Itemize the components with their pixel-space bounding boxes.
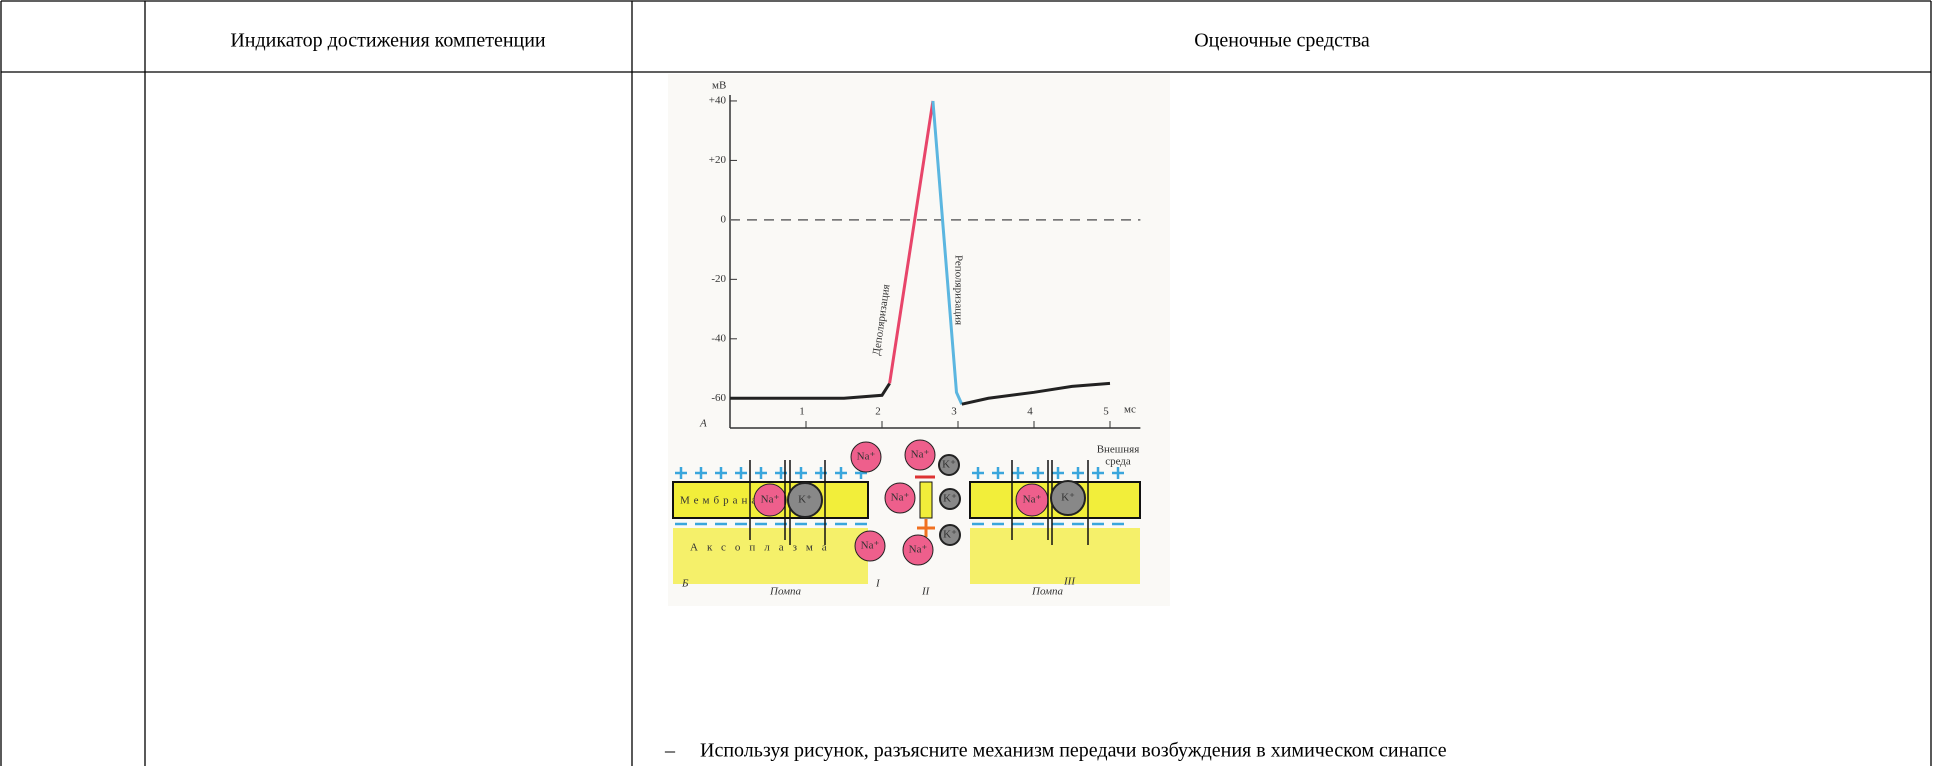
pump-arrow [1047, 460, 1089, 545]
ion-label: Na⁺ [1023, 494, 1042, 506]
bullet: – [664, 740, 676, 762]
plus-sign [755, 467, 767, 479]
ion-label: K⁺ [943, 529, 957, 541]
x-unit: мс [1124, 404, 1136, 416]
membrane-label: Мембрана [680, 495, 760, 507]
plus-sign [735, 467, 747, 479]
potential-curve [730, 382, 891, 400]
pump-arrow [784, 460, 826, 545]
x-tick-label: 2 [875, 406, 881, 418]
pump-label: Помпа [1031, 586, 1064, 598]
figure-bg [668, 74, 1170, 606]
task-text: Используя рисунок, разъясните механизм п… [700, 740, 1447, 762]
plus-sign [972, 467, 984, 479]
potential-curve [961, 381, 1111, 406]
ion [938, 454, 960, 476]
plus-sign [1112, 467, 1124, 479]
panel-label: А [699, 418, 707, 430]
plus-sign [1072, 467, 1084, 479]
ion-label: Na⁺ [857, 451, 876, 463]
y-tick-label: -40 [711, 332, 726, 344]
header: Оценочные средства [1194, 30, 1370, 52]
plus-sign [1032, 467, 1044, 479]
y-tick-label: -20 [711, 273, 726, 285]
plus-sign [715, 467, 727, 479]
ion [939, 488, 961, 510]
plus-sign [1092, 467, 1104, 479]
section-label: II [921, 586, 931, 598]
ion-label: Na⁺ [861, 540, 880, 552]
section-label: III [1063, 576, 1076, 588]
section-label: I [875, 578, 881, 590]
ion [884, 482, 916, 514]
y-unit: мВ [712, 80, 726, 92]
axoplasm [970, 528, 1140, 584]
plus-sign [675, 467, 687, 479]
pump-label: Помпа [769, 586, 802, 598]
y-tick-label: 0 [721, 213, 727, 225]
potential-curve [888, 100, 935, 384]
channel [919, 481, 933, 519]
gate-plus [917, 519, 935, 537]
plus-sign [695, 467, 707, 479]
plus-sign [835, 467, 847, 479]
ion-label: K⁺ [943, 493, 957, 505]
ion-label: K⁺ [1061, 492, 1075, 504]
axoplasm [673, 528, 868, 584]
panel-label: Б [681, 578, 689, 590]
outer-label: среда [1105, 456, 1131, 468]
y-tick-label: +20 [709, 154, 727, 166]
plus-sign [992, 467, 1004, 479]
ion [939, 524, 961, 546]
ion [787, 482, 823, 518]
x-tick-label: 4 [1027, 406, 1033, 418]
plus-sign [1012, 467, 1024, 479]
ion [850, 441, 882, 473]
plus-sign [1052, 467, 1064, 479]
ion [1050, 480, 1086, 516]
ion-label: Na⁺ [911, 449, 930, 461]
axoplasm-label: Аксоплазма [690, 542, 836, 554]
x-tick-label: 3 [951, 406, 957, 418]
phase-label: Реполяризация [952, 255, 964, 325]
ion-label: Na⁺ [761, 494, 780, 506]
ion-label: Na⁺ [909, 544, 928, 556]
ion-label: Na⁺ [891, 492, 910, 504]
x-tick-label: 1 [799, 406, 805, 418]
y-tick-label: +40 [709, 94, 727, 106]
ion-label: K⁺ [942, 459, 956, 471]
potential-curve [931, 100, 964, 405]
header: Индикатор достижения компетенции [230, 30, 546, 52]
ion [753, 483, 787, 517]
ion [904, 439, 936, 471]
x-tick-label: 5 [1103, 406, 1109, 418]
ion-label: K⁺ [798, 494, 812, 506]
y-tick-label: -60 [711, 392, 726, 404]
outer-label: Внешняя [1097, 444, 1140, 456]
ion [854, 530, 886, 562]
plus-sign [795, 467, 807, 479]
ion [902, 534, 934, 566]
